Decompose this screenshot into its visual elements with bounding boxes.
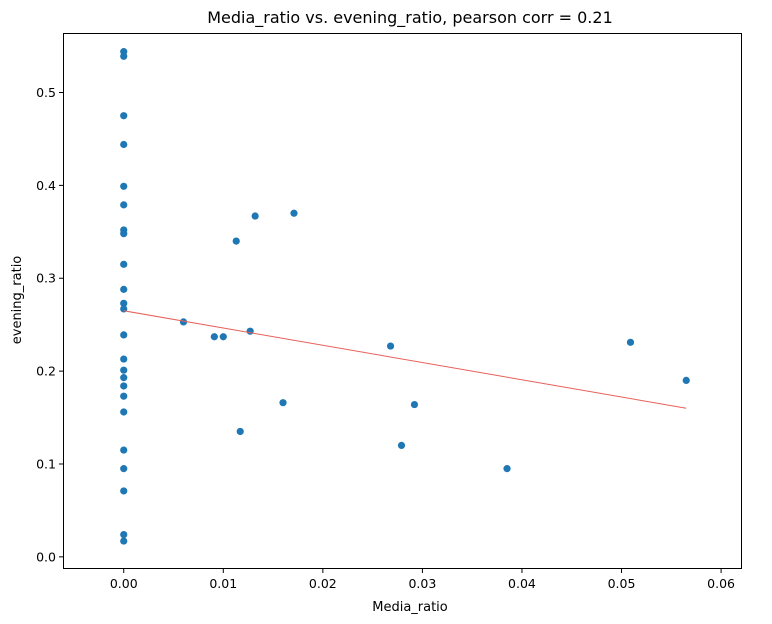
data-point (120, 537, 128, 545)
y-tick-label: 0.3 (36, 271, 56, 286)
x-tick-label: 0.00 (110, 576, 138, 591)
x-axis: 0.00 0.01 0.02 0.03 0.04 0.05 0.06 (110, 568, 735, 591)
data-point (120, 230, 128, 238)
data-point (120, 366, 128, 374)
y-tick-label: 0.5 (36, 85, 56, 100)
data-point (626, 338, 635, 346)
x-tick-label: 0.05 (608, 576, 636, 591)
x-axis-label: Media_ratio (372, 600, 448, 615)
data-point (120, 140, 128, 149)
x-tick-label: 0.02 (309, 576, 337, 591)
x-tick-label: 0.06 (707, 576, 735, 591)
y-tick-label: 0.2 (36, 364, 56, 379)
data-point (120, 52, 128, 60)
data-point (120, 285, 128, 293)
y-tick-label: 0.1 (36, 456, 56, 471)
data-point (232, 237, 240, 245)
data-point (386, 342, 395, 350)
chart-title: Media_ratio vs. evening_ratio, pearson c… (207, 8, 613, 28)
x-tick-label: 0.03 (408, 576, 436, 591)
data-point (120, 201, 128, 209)
data-point (279, 399, 287, 407)
plot-area (120, 48, 690, 545)
y-axis: 0.0 0.1 0.2 0.3 0.4 0.5 (36, 85, 64, 564)
data-point (397, 441, 406, 450)
x-tick-label: 0.01 (209, 576, 237, 591)
data-point (179, 318, 188, 326)
data-point (210, 333, 218, 341)
trend-line (123, 310, 687, 409)
y-tick-label: 0.4 (36, 178, 56, 193)
data-point (120, 530, 128, 539)
plot-frame (63, 33, 742, 569)
y-axis-label: evening_ratio (10, 256, 25, 345)
y-tick-label: 0.0 (36, 549, 56, 564)
data-point (120, 446, 128, 454)
data-point (120, 182, 128, 190)
data-point (120, 299, 128, 307)
data-point (246, 327, 254, 335)
data-point (219, 333, 227, 341)
data-point (251, 212, 259, 220)
data-point (503, 465, 511, 473)
data-point (236, 427, 244, 436)
data-point (290, 209, 298, 217)
data-point (120, 374, 128, 382)
data-point (120, 112, 128, 120)
data-point (120, 392, 128, 400)
data-point (410, 400, 419, 409)
data-point (682, 376, 690, 385)
data-point (120, 487, 128, 495)
x-tick-label: 0.04 (508, 576, 536, 591)
data-point (120, 408, 128, 416)
data-point (120, 382, 128, 390)
data-point (120, 465, 128, 473)
data-point (120, 260, 128, 268)
data-point (120, 331, 128, 339)
data-point (120, 355, 128, 363)
